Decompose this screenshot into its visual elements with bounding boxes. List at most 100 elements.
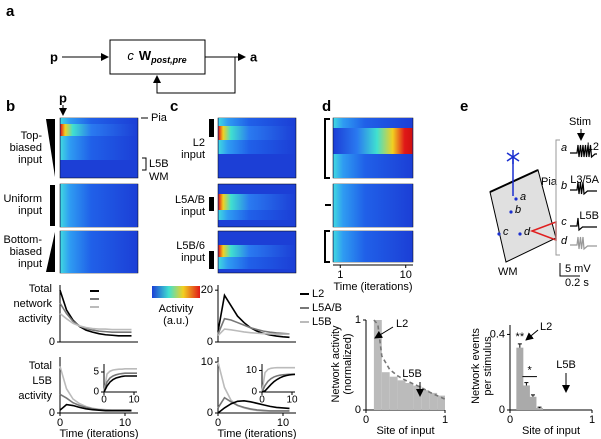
trace [570, 236, 597, 251]
series-line [59, 289, 132, 337]
heatmap-band [333, 128, 413, 154]
y-tick-label: 10 [201, 356, 213, 368]
histogram-bar [373, 320, 382, 410]
trace-cell-label: d [561, 235, 568, 247]
x-axis-label: Site of input [376, 425, 434, 437]
heatmap-band [60, 124, 138, 136]
trace [570, 144, 597, 159]
input-bracket [324, 230, 330, 263]
legend-label: L5A/B [312, 302, 342, 314]
series-line [217, 293, 290, 339]
row-label: input [181, 252, 205, 264]
row-label: L2 [193, 137, 205, 149]
y-axis-label: network [13, 298, 52, 310]
dendrite-tuft [506, 152, 514, 158]
heatmap-band [60, 136, 138, 150]
cell [514, 197, 518, 201]
legend-label: L2 [312, 288, 324, 300]
heatmap-band [218, 126, 296, 140]
histogram-bar [437, 395, 445, 410]
feedback [153, 57, 236, 94]
series-line [59, 302, 132, 333]
layer-label: Pia [151, 112, 168, 124]
heatmap-band [218, 194, 296, 210]
input-label: p [50, 49, 58, 64]
trace-cell-label: c [561, 216, 567, 228]
dendrite-tuft [506, 156, 514, 162]
y-axis-label: activity [18, 313, 52, 325]
y-tick-label: 1 [355, 314, 361, 326]
significance: * [528, 365, 533, 377]
heatmap-band [218, 245, 296, 257]
y-tick-label: 5 [93, 367, 99, 378]
trend-line [373, 319, 446, 400]
y-tick-label: 0 [251, 387, 257, 398]
equation: c Wpost,pre [127, 48, 186, 65]
trace-cell-label: b [561, 180, 567, 192]
series-line [217, 399, 290, 414]
row-label: input [18, 258, 42, 270]
histogram-bar [429, 392, 438, 410]
y-tick-label: 0 [499, 404, 505, 416]
x-tick-label: 1 [442, 414, 448, 426]
series-line [103, 372, 137, 393]
panel-label: b [6, 98, 15, 115]
y-tick-label: 0 [49, 336, 55, 348]
bar [536, 408, 544, 410]
row-label: Uniform [3, 193, 42, 205]
histogram-bar [413, 385, 422, 410]
stim-label: Stim [569, 116, 591, 128]
gain: c [127, 48, 134, 63]
slice-label: WM [498, 266, 518, 278]
panel-label: d [322, 98, 331, 115]
y-axis-label: activity [18, 390, 52, 402]
x-tick-label: 1 [589, 414, 595, 426]
layer-label: WM [149, 171, 169, 183]
input-profile [209, 197, 214, 211]
heatmap-band [333, 231, 413, 262]
arrow [374, 326, 394, 339]
y-tick-label: 0 [49, 407, 55, 419]
series-line [217, 396, 290, 412]
x-tick-label: 0 [363, 414, 369, 426]
bracket [555, 139, 560, 256]
x-tick-label: 10 [286, 395, 298, 406]
y-axis-label: (normalized) [342, 333, 354, 394]
panel-label: a [6, 3, 15, 20]
x-tick-label: 0 [57, 417, 63, 429]
y-tick-label: 20 [201, 284, 213, 296]
trace-label: L3/5A [570, 174, 599, 186]
colorbar-label: (a.u.) [163, 315, 189, 327]
subscript: post,pre [150, 55, 187, 65]
arrow [525, 329, 539, 341]
scale-label: 0.2 s [565, 277, 589, 289]
x-tick-label: 10 [128, 395, 140, 406]
cell-label: d [524, 226, 531, 238]
y-tick-label: 0 [355, 404, 361, 416]
matrix: W [139, 48, 152, 63]
cell [497, 232, 501, 236]
input-profile [46, 232, 55, 272]
x-tick-label: 0 [507, 414, 513, 426]
trace-cell-label: a [561, 142, 567, 154]
y-tick-label: 0 [207, 336, 213, 348]
y-axis-label: L5B [32, 375, 52, 387]
x-tick-label: 0 [259, 395, 265, 406]
x-tick-label: 10 [277, 417, 289, 429]
row-label: input [18, 205, 42, 217]
cell-label: a [520, 191, 526, 203]
colorbar-label: Activity [159, 303, 194, 315]
row-label: input [18, 154, 42, 166]
series-line [103, 375, 137, 393]
series-line [59, 312, 132, 331]
y-tick-label: 0 [207, 407, 213, 419]
annotation: L5B [556, 359, 576, 371]
x-axis-label: Time (iterations) [59, 428, 138, 439]
cell-label: c [503, 226, 509, 238]
input-marker: p [59, 90, 67, 105]
series-line [217, 328, 290, 337]
heatmap-band [333, 184, 413, 227]
y-axis-label: Network events [470, 328, 482, 404]
series-line [103, 367, 137, 393]
